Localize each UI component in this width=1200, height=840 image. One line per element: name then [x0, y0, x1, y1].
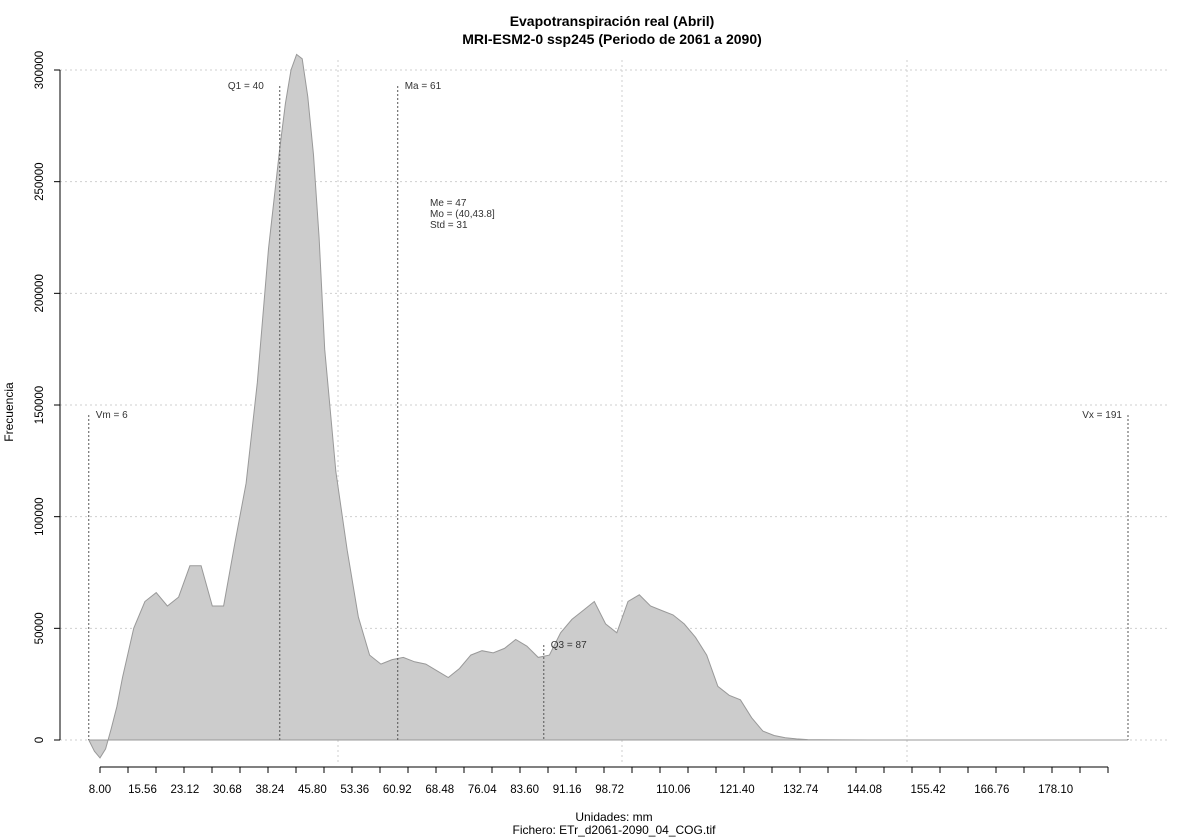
vline-label: Q1 = 40 — [228, 81, 264, 92]
x-tick-label: 91.16 — [553, 784, 582, 796]
y-tick-label: 200000 — [34, 274, 46, 312]
density-area — [87, 53, 1128, 759]
y-tick-label: 150000 — [34, 386, 46, 424]
x-tick-label: 132.74 — [783, 784, 819, 796]
x-tick-label: 144.08 — [847, 784, 882, 796]
x-tick-label: 53.36 — [340, 784, 369, 796]
stat-label: Std = 31 — [430, 220, 468, 231]
x-tick-label: 155.42 — [911, 784, 946, 796]
x-tick-label: 45.80 — [298, 784, 327, 796]
x-tick-label: 98.72 — [595, 784, 624, 796]
chart-subtitle: MRI-ESM2-0 ssp245 (Periodo de 2061 a 209… — [462, 31, 762, 47]
stat-label: Mo = (40,43.8] — [430, 209, 495, 220]
y-tick-label: 50000 — [34, 612, 46, 644]
y-tick-label: 250000 — [34, 162, 46, 200]
x-tick-label: 60.92 — [383, 784, 412, 796]
x-tick-label: 83.60 — [510, 784, 539, 796]
x-tick-label: 38.24 — [255, 784, 284, 796]
x-tick-label: 15.56 — [128, 784, 157, 796]
x-tick-label: 23.12 — [171, 784, 200, 796]
x-tick-label: 76.04 — [468, 784, 497, 796]
vline-label: Ma = 61 — [405, 81, 442, 92]
x-tick-label: 8.00 — [89, 784, 111, 796]
vline-label: Vx = 191 — [1082, 410, 1122, 421]
y-tick-label: 300000 — [34, 51, 46, 89]
x-tick-label: 110.06 — [656, 784, 690, 796]
y-tick-label: 0 — [34, 737, 46, 743]
stat-label: Me = 47 — [430, 198, 467, 209]
x-tick-label: 166.76 — [974, 784, 1009, 796]
x-tick-label: 178.10 — [1038, 784, 1073, 796]
file-label: Fichero: ETr_d2061-2090_04_COG.tif — [513, 823, 717, 837]
vline-label: Vm = 6 — [96, 410, 128, 421]
vline-label: Q3 = 87 — [551, 640, 587, 651]
y-axis-label: Frecuencia — [2, 382, 16, 442]
y-tick-label: 100000 — [34, 497, 46, 535]
axes: 0 50000 100000 150000 200000 250000 300000 8.00… — [34, 51, 1109, 796]
chart-title: Evapotranspiración real (Abril) — [510, 13, 715, 29]
x-tick-label: 121.40 — [719, 784, 754, 796]
x-axis-label: Unidades: mm — [575, 810, 652, 824]
x-tick-label: 30.68 — [213, 784, 242, 796]
x-tick-label: 68.48 — [425, 784, 454, 796]
reference-lines: Vm = 6 Q1 = 40 Ma = 61 Q3 = 87 Vx = 191 — [88, 81, 1129, 740]
